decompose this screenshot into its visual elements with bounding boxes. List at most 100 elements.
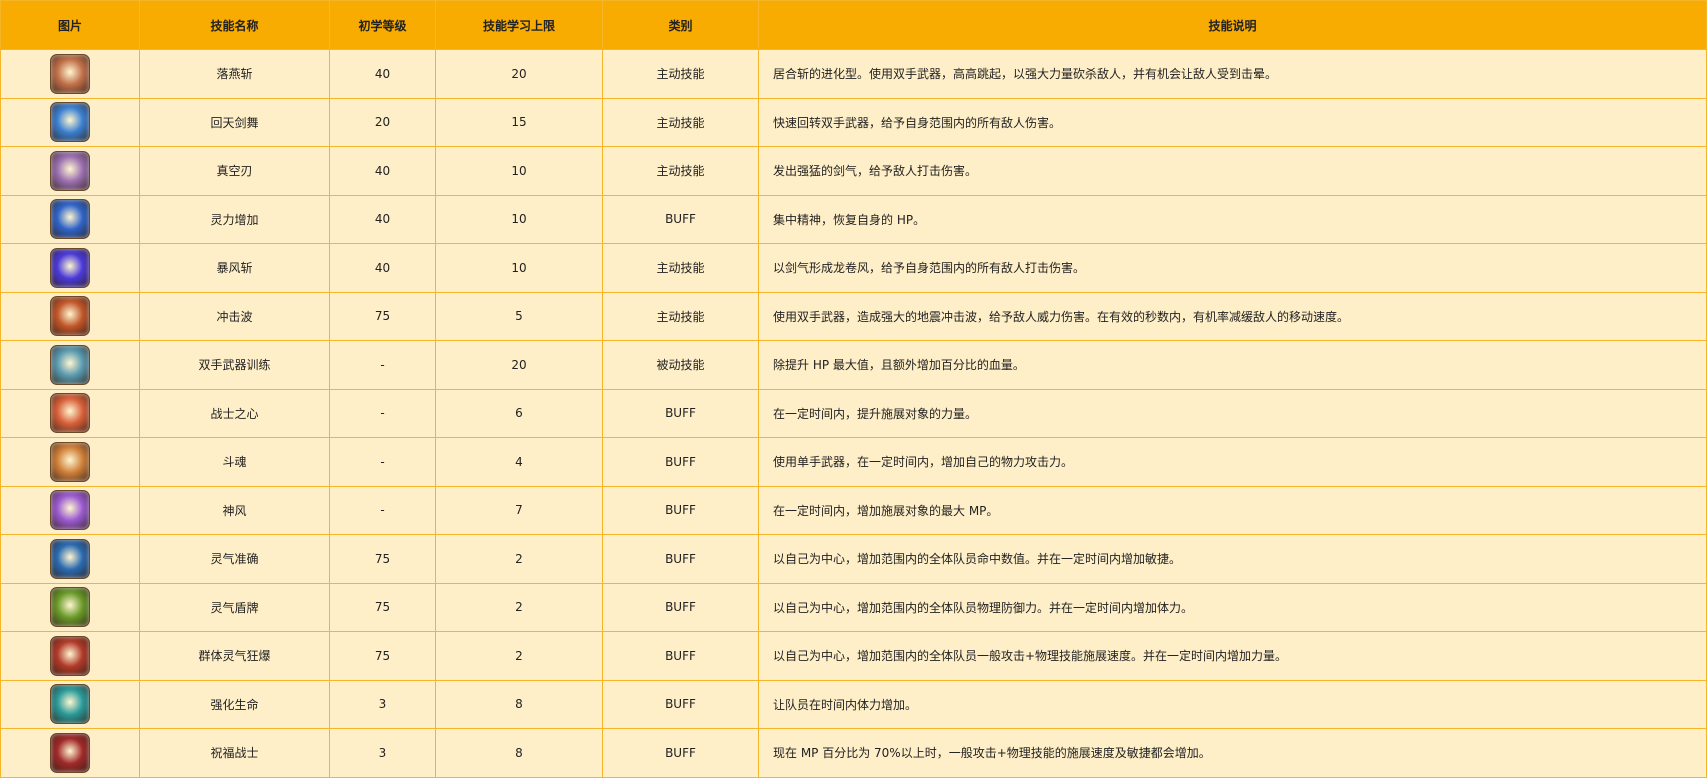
initial-level: 40 bbox=[329, 146, 436, 196]
skill-type: 主动技能 bbox=[602, 97, 759, 147]
header-max-level: 技能学习上限 bbox=[435, 0, 603, 50]
skill-type: BUFF bbox=[602, 679, 759, 729]
max-level: 7 bbox=[435, 485, 603, 535]
table-row: 落燕斩 40 20 主动技能 居合斩的进化型。使用双手武器，高高跳起，以强大力量砍杀敌人… bbox=[0, 49, 1707, 99]
skill-image-cell bbox=[0, 485, 140, 535]
header-type: 类别 bbox=[602, 0, 759, 50]
header-initial-level: 初学等级 bbox=[329, 0, 436, 50]
table-row: 神风 -7 BUFF 在一定时间内，增加施展对象的最大 MP。 bbox=[0, 485, 1707, 535]
shockwave-icon bbox=[50, 296, 90, 337]
skill-image-cell bbox=[0, 388, 140, 438]
skill-type: BUFF bbox=[602, 437, 759, 487]
max-level: 10 bbox=[435, 243, 603, 293]
skill-image-cell bbox=[0, 340, 140, 390]
skill-name: 灵气准确 bbox=[139, 534, 330, 584]
table-row: 强化生命 3 8 BUFF 让队员在时间内体力增加。 bbox=[0, 679, 1707, 729]
skill-image-cell bbox=[0, 146, 140, 196]
divine-wind-icon bbox=[50, 490, 90, 531]
skill-type: 主动技能 bbox=[602, 49, 759, 99]
table-header: 图片 技能名称 初学等级 技能学习上限 类别 技能说明 bbox=[0, 0, 1707, 50]
skill-image-cell bbox=[0, 194, 140, 244]
max-level: 8 bbox=[435, 728, 603, 778]
skill-description: 集中精神，恢复自身的 HP。 bbox=[758, 194, 1707, 244]
aura-accuracy-icon bbox=[50, 538, 90, 579]
skill-image-cell bbox=[0, 291, 140, 341]
skill-image-cell bbox=[0, 534, 140, 584]
max-level: 6 bbox=[435, 388, 603, 438]
max-level: 2 bbox=[435, 631, 603, 681]
initial-level: 75 bbox=[329, 582, 436, 632]
spirit-hand-icon bbox=[50, 199, 90, 240]
skill-description: 除提升 HP 最大值，且额外增加百分比的血量。 bbox=[758, 340, 1707, 390]
skill-type: BUFF bbox=[602, 194, 759, 244]
star-burst-icon bbox=[50, 247, 90, 288]
sword-wave-icon bbox=[50, 150, 90, 191]
initial-level: - bbox=[329, 388, 436, 438]
skill-name: 战士之心 bbox=[139, 388, 330, 438]
skill-description: 在一定时间内，提升施展对象的力量。 bbox=[758, 388, 1707, 438]
skill-description: 居合斩的进化型。使用双手武器，高高跳起，以强大力量砍杀敌人，并有机会让敌人受到击… bbox=[758, 49, 1707, 99]
skill-image-cell bbox=[0, 437, 140, 487]
initial-level: - bbox=[329, 437, 436, 487]
skill-image-cell bbox=[0, 97, 140, 147]
initial-level: - bbox=[329, 340, 436, 390]
skill-description: 快速回转双手武器，给予自身范围内的所有敌人伤害。 bbox=[758, 97, 1707, 147]
skill-name: 神风 bbox=[139, 485, 330, 535]
max-level: 2 bbox=[435, 582, 603, 632]
skill-name: 双手武器训练 bbox=[139, 340, 330, 390]
skill-name: 灵气盾牌 bbox=[139, 582, 330, 632]
table-row: 回天剑舞 20 15 主动技能 快速回转双手武器，给予自身范围内的所有敌人伤害。 bbox=[0, 97, 1707, 147]
skill-type: BUFF bbox=[602, 388, 759, 438]
table-row: 祝福战士 3 8 BUFF 现在 MP 百分比为 70%以上时，一般攻击+物理技能的施展… bbox=[0, 728, 1707, 778]
skill-type: BUFF bbox=[602, 582, 759, 632]
skill-name: 回天剑舞 bbox=[139, 97, 330, 147]
skill-image-cell bbox=[0, 49, 140, 99]
aura-frenzy-icon bbox=[50, 635, 90, 676]
max-level: 20 bbox=[435, 340, 603, 390]
max-level: 8 bbox=[435, 679, 603, 729]
initial-level: 3 bbox=[329, 728, 436, 778]
initial-level: 75 bbox=[329, 534, 436, 584]
skill-type: 主动技能 bbox=[602, 291, 759, 341]
table-row: 暴风斩 40 10 主动技能 以剑气形成龙卷风，给予自身范围内的所有敌人打击伤害。 bbox=[0, 243, 1707, 293]
initial-level: 40 bbox=[329, 194, 436, 244]
skill-description: 在一定时间内，增加施展对象的最大 MP。 bbox=[758, 485, 1707, 535]
skill-description: 使用双手武器，造成强大的地震冲击波，给予敌人威力伤害。在有效的秒数内，有机率减缓… bbox=[758, 291, 1707, 341]
table-row: 双手武器训练 -20 被动技能 除提升 HP 最大值，且额外增加百分比的血量。 bbox=[0, 340, 1707, 390]
skill-name: 落燕斩 bbox=[139, 49, 330, 99]
initial-level: 3 bbox=[329, 679, 436, 729]
skill-type: 被动技能 bbox=[602, 340, 759, 390]
skill-description: 以自己为中心，增加范围内的全体队员物理防御力。并在一定时间内增加体力。 bbox=[758, 582, 1707, 632]
whirlwind-icon bbox=[50, 102, 90, 143]
max-level: 5 bbox=[435, 291, 603, 341]
sword-slash-icon bbox=[50, 53, 90, 94]
skill-description: 发出强猛的剑气，给予敌人打击伤害。 bbox=[758, 146, 1707, 196]
table-row: 斗魂 -4 BUFF 使用单手武器，在一定时间内，增加自己的物力攻击力。 bbox=[0, 437, 1707, 487]
max-level: 15 bbox=[435, 97, 603, 147]
initial-level: 20 bbox=[329, 97, 436, 147]
skill-image-cell bbox=[0, 243, 140, 293]
skill-name: 强化生命 bbox=[139, 679, 330, 729]
max-level: 2 bbox=[435, 534, 603, 584]
skill-image-cell bbox=[0, 582, 140, 632]
skill-description: 使用单手武器，在一定时间内，增加自己的物力攻击力。 bbox=[758, 437, 1707, 487]
skill-image-cell bbox=[0, 679, 140, 729]
initial-level: 40 bbox=[329, 49, 436, 99]
skill-image-cell bbox=[0, 728, 140, 778]
table-row: 冲击波 75 5 主动技能 使用双手武器，造成强大的地震冲击波，给予敌人威力伤害。在有效… bbox=[0, 291, 1707, 341]
initial-level: - bbox=[329, 485, 436, 535]
skill-image-cell bbox=[0, 631, 140, 681]
skill-type: BUFF bbox=[602, 534, 759, 584]
skill-description: 现在 MP 百分比为 70%以上时，一般攻击+物理技能的施展速度及敏捷都会增加。 bbox=[758, 728, 1707, 778]
table-row: 灵气盾牌 75 2 BUFF 以自己为中心，增加范围内的全体队员物理防御力。并在一定时间… bbox=[0, 582, 1707, 632]
header-description: 技能说明 bbox=[758, 0, 1707, 50]
blessed-warrior-icon bbox=[50, 732, 90, 773]
initial-level: 40 bbox=[329, 243, 436, 293]
table-row: 真空刃 40 10 主动技能 发出强猛的剑气，给予敌人打击伤害。 bbox=[0, 146, 1707, 196]
two-hand-weapon-icon bbox=[50, 344, 90, 385]
skill-name: 群体灵气狂爆 bbox=[139, 631, 330, 681]
fighting-spirit-icon bbox=[50, 441, 90, 482]
max-level: 20 bbox=[435, 49, 603, 99]
skill-name: 暴风斩 bbox=[139, 243, 330, 293]
